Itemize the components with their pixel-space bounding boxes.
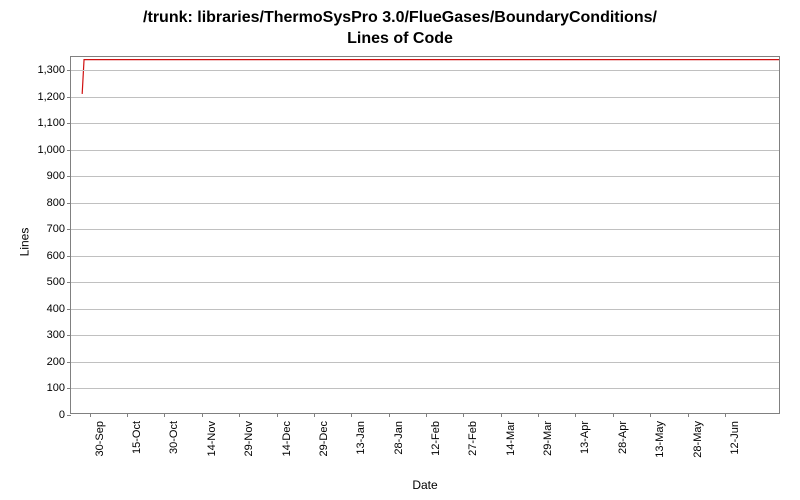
y-tick-label: 1,200	[37, 91, 65, 103]
x-tick-label: 28-May	[692, 421, 704, 458]
y-tick-label: 1,300	[37, 64, 65, 76]
title-line-1: /trunk: libraries/ThermoSysPro 3.0/FlueG…	[143, 9, 657, 26]
y-gridline	[71, 362, 779, 363]
x-tick-label: 28-Apr	[617, 421, 629, 454]
y-gridline	[71, 256, 779, 257]
y-gridline	[71, 70, 779, 71]
y-tick-mark	[67, 415, 71, 416]
y-tick-mark	[67, 388, 71, 389]
x-tick-mark	[164, 413, 165, 417]
y-tick-label: 400	[47, 303, 65, 315]
x-tick-label: 27-Feb	[467, 421, 479, 456]
data-line	[82, 60, 779, 94]
x-tick-label: 29-Mar	[542, 421, 554, 456]
x-tick-label: 12-Jun	[729, 421, 741, 455]
y-tick-mark	[67, 176, 71, 177]
line-series	[71, 57, 779, 413]
x-tick-label: 30-Oct	[168, 421, 180, 454]
y-tick-label: 700	[47, 223, 65, 235]
x-tick-mark	[277, 413, 278, 417]
y-gridline	[71, 229, 779, 230]
y-gridline	[71, 123, 779, 124]
y-tick-label: 800	[47, 197, 65, 209]
y-tick-mark	[67, 256, 71, 257]
x-tick-mark	[127, 413, 128, 417]
y-gridline	[71, 282, 779, 283]
chart-container: /trunk: libraries/ThermoSysPro 3.0/FlueG…	[0, 0, 800, 500]
y-tick-mark	[67, 335, 71, 336]
y-tick-label: 100	[47, 382, 65, 394]
x-tick-mark	[613, 413, 614, 417]
x-tick-mark	[575, 413, 576, 417]
x-tick-mark	[688, 413, 689, 417]
y-tick-label: 1,100	[37, 117, 65, 129]
y-gridline	[71, 176, 779, 177]
x-tick-mark	[239, 413, 240, 417]
y-tick-mark	[67, 150, 71, 151]
y-gridline	[71, 150, 779, 151]
plot-area: 01002003004005006007008009001,0001,1001,…	[70, 56, 780, 414]
x-tick-label: 28-Jan	[393, 421, 405, 455]
x-tick-mark	[351, 413, 352, 417]
x-tick-label: 14-Nov	[206, 421, 218, 456]
y-tick-mark	[67, 362, 71, 363]
x-axis-label: Date	[70, 478, 780, 492]
x-tick-mark	[314, 413, 315, 417]
y-tick-label: 200	[47, 356, 65, 368]
y-tick-mark	[67, 123, 71, 124]
x-tick-mark	[426, 413, 427, 417]
y-tick-mark	[67, 203, 71, 204]
x-tick-label: 15-Oct	[131, 421, 143, 454]
x-tick-label: 29-Dec	[318, 421, 330, 456]
y-tick-label: 600	[47, 250, 65, 262]
x-tick-label: 12-Feb	[430, 421, 442, 456]
y-tick-label: 300	[47, 329, 65, 341]
x-tick-label: 30-Sep	[94, 421, 106, 456]
y-tick-label: 900	[47, 170, 65, 182]
y-tick-mark	[67, 97, 71, 98]
y-axis-label: Lines	[17, 228, 31, 257]
x-tick-mark	[650, 413, 651, 417]
y-tick-label: 1,000	[37, 144, 65, 156]
x-tick-label: 14-Mar	[505, 421, 517, 456]
x-tick-label: 13-May	[654, 421, 666, 458]
y-gridline	[71, 203, 779, 204]
y-gridline	[71, 97, 779, 98]
y-tick-mark	[67, 309, 71, 310]
y-gridline	[71, 388, 779, 389]
x-tick-label: 14-Dec	[281, 421, 293, 456]
x-tick-label: 13-Jan	[355, 421, 367, 455]
x-tick-mark	[90, 413, 91, 417]
x-tick-label: 13-Apr	[579, 421, 591, 454]
x-tick-mark	[538, 413, 539, 417]
y-tick-label: 0	[59, 409, 65, 421]
x-tick-mark	[501, 413, 502, 417]
x-tick-label: 29-Nov	[243, 421, 255, 456]
x-tick-mark	[463, 413, 464, 417]
y-gridline	[71, 335, 779, 336]
y-tick-mark	[67, 282, 71, 283]
y-tick-mark	[67, 70, 71, 71]
y-gridline	[71, 309, 779, 310]
x-tick-mark	[725, 413, 726, 417]
title-line-2: Lines of Code	[347, 30, 453, 47]
y-tick-mark	[67, 229, 71, 230]
chart-title: /trunk: libraries/ThermoSysPro 3.0/FlueG…	[0, 0, 800, 50]
x-tick-mark	[202, 413, 203, 417]
x-tick-mark	[389, 413, 390, 417]
y-tick-label: 500	[47, 276, 65, 288]
